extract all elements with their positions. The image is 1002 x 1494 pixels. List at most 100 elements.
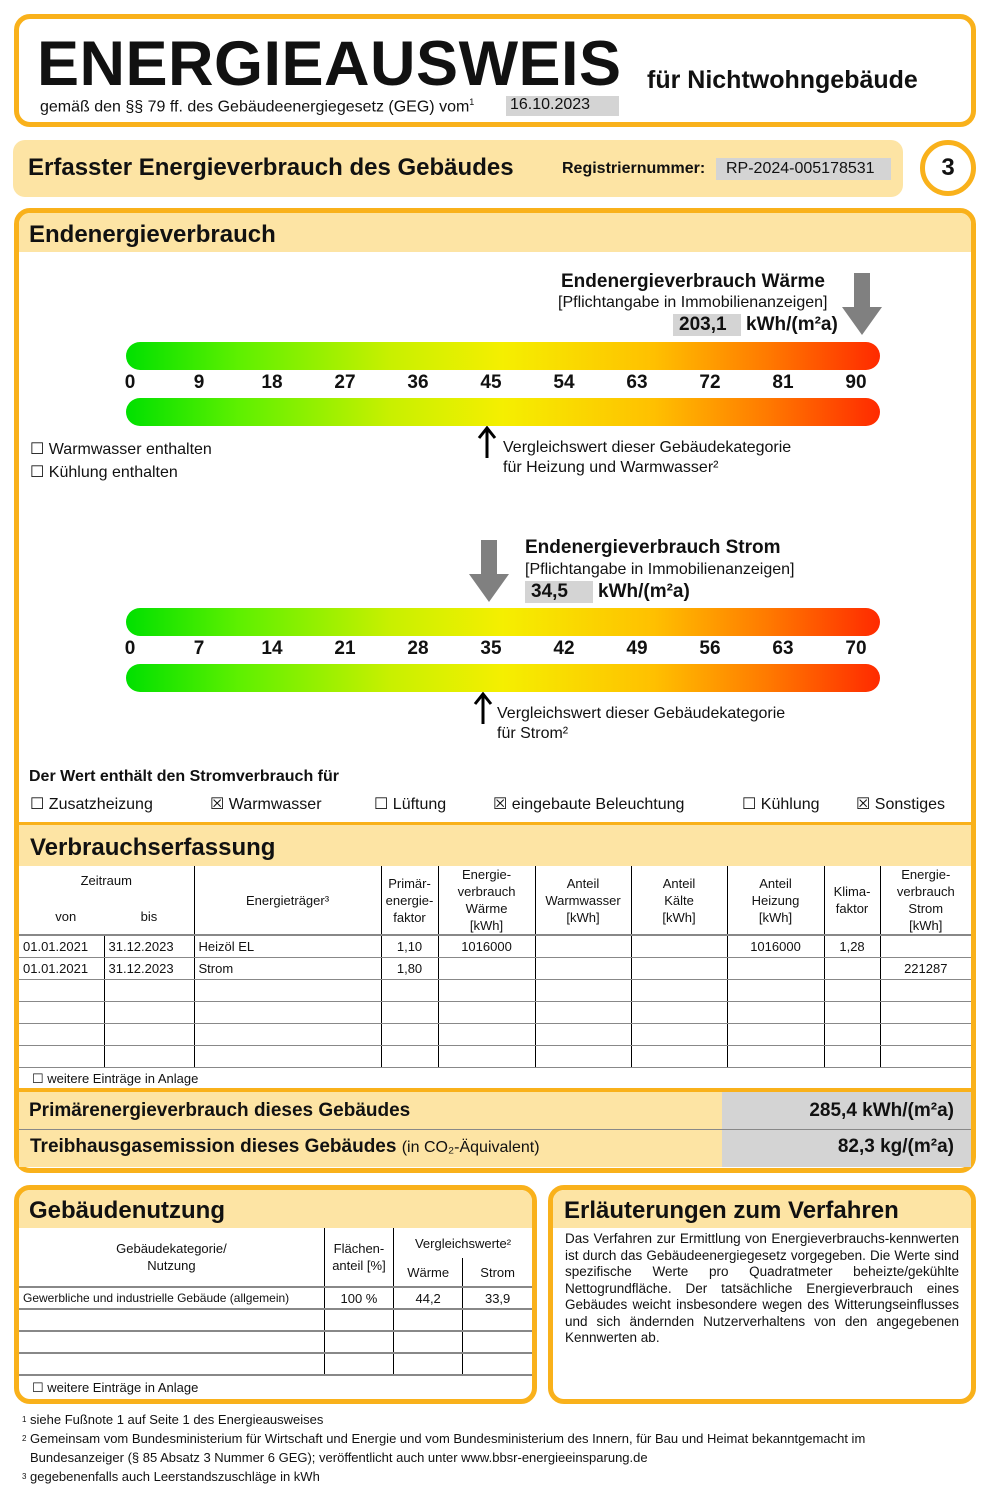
endenergie-title: Endenergieverbrauch [29,221,276,248]
footnote-number: 3 [22,1472,27,1481]
table-cell: 100 % [324,1287,395,1310]
nutzung-more-checkbox[interactable]: ☐ weitere Einträge in Anlage [32,1380,199,1395]
footnote-2: Gemeinsam vom Bundesministerium für Wirt… [30,1431,866,1465]
table-cell [727,1045,825,1068]
verfahren-text: Das Verfahren zur Ermittlung von Energie… [565,1231,959,1345]
table-cell [19,1353,325,1376]
table-row [19,1331,532,1354]
col-ew: Energie- verbrauch Wärme [kWh] [438,866,536,936]
col-strom: Strom [462,1258,532,1288]
table-cell [324,1331,395,1354]
col-flaeche: Flächen- anteil [%] [324,1228,395,1288]
table-cell [194,1001,382,1024]
table-row: 01.01.2021 31.12.2023 Heizöl EL 1,10 1016000… [19,935,972,958]
table-cell [324,1353,395,1376]
table-cell [535,1001,632,1024]
table-cell [535,935,632,958]
table-cell: 01.01.2021 [19,957,105,980]
scale-tick-label: 0 [124,372,136,393]
table-cell [824,1023,881,1046]
table-cell [727,1001,825,1024]
table-cell [19,1023,105,1046]
col-es: Energie- verbrauch Strom [kWh] [880,866,972,936]
table-cell [535,1045,632,1068]
scale-tick-label: 45 [480,372,502,393]
warmwasser-checkbox[interactable]: ☐ Warmwasser enthalten [30,441,212,458]
table-cell: 31.12.2023 [104,935,195,958]
scale-tick-label: 9 [193,372,205,393]
waerme-compare-text1: Vergleichswert dieser Gebäudekategorie [503,439,792,456]
table-cell [535,1023,632,1046]
scale-tick-label: 7 [193,638,205,659]
nutzung-band [19,1190,532,1228]
table-cell [535,957,632,980]
kuehlung-strom-checkbox[interactable]: ☐ Kühlung [742,796,820,813]
scale-tick-label: 14 [261,638,283,659]
table-cell: 1016000 [727,935,825,958]
table-cell [727,979,825,1002]
table-row [19,1045,972,1068]
table-cell [631,1023,728,1046]
table-row [19,1023,972,1046]
col-zeitraum: Zeitraum von bis [19,866,195,936]
table-cell [462,1353,532,1376]
table-cell [381,1001,439,1024]
beleuchtung-checkbox[interactable]: ☒ eingebaute Beleuchtung [493,796,685,813]
table-cell [104,979,195,1002]
table-cell [462,1309,532,1332]
table-cell [880,1001,972,1024]
table-cell: 1,80 [381,957,439,980]
table-cell [19,1001,105,1024]
table-cell [462,1331,532,1354]
table-cell: Strom [194,957,382,980]
thg-value: 82,3 kg/(m²a) [837,1136,954,1157]
reg-value: RP-2024-005178531 [716,158,891,180]
table-cell: Gewerbliche und industrielle Gebäude (al… [19,1287,325,1310]
scale-tick-label: 63 [626,372,648,393]
sonstiges-checkbox[interactable]: ☒ Sonstiges [856,796,946,813]
divider [19,1129,971,1130]
table-cell [194,1045,382,1068]
table-cell [104,1045,195,1068]
table-cell: 31.12.2023 [104,957,195,980]
strom-unit: kWh/(m²a) [598,581,690,602]
lueftung-checkbox[interactable]: ☐ Lüftung [374,796,447,813]
table-cell [631,935,728,958]
col-kaelte: Anteil Kälte [kWh] [631,866,728,936]
thg-value-bg [722,1130,971,1167]
verbrauch-band [19,825,971,866]
zusatzheizung-checkbox[interactable]: ☐ Zusatzheizung [30,796,153,813]
col-heiz: Anteil Heizung [kWh] [727,866,825,936]
col-waerme: Wärme [393,1258,464,1288]
table-row [19,1309,532,1332]
primaer-value: 285,4 kWh/(m²a) [809,1100,954,1121]
thg-label: Treibhausgasemission dieses Gebäudes [30,1136,397,1157]
table-cell [381,979,439,1002]
verbrauch-more-checkbox[interactable]: ☐ weitere Einträge in Anlage [32,1071,199,1086]
strom-compare-text1: Vergleichswert dieser Gebäudekategorie [497,705,786,722]
strom-value: 34,5 [525,581,593,603]
thg-band [19,1130,722,1167]
scale-tick-label: 81 [772,372,794,393]
footnotes: 1 siehe Fußnote 1 auf Seite 1 des Energie… [22,1410,962,1486]
strom-value-arrow-icon [469,540,509,602]
warmwasser-strom-checkbox[interactable]: ☒ Warmwasser [210,796,322,813]
issue-date: 16.10.2023 [506,96,619,116]
legal-sup: 1 [469,97,475,107]
scale-tick-label: 72 [699,372,721,393]
table-cell [727,957,825,980]
table-cell: 1,10 [381,935,439,958]
divider [19,1088,971,1092]
col-pef: Primär- energie- faktor [381,866,439,936]
header-box [14,14,976,127]
scale-tick-label: 35 [480,638,502,659]
table-cell [393,1309,464,1332]
table-cell [19,1331,325,1354]
kuehlung-checkbox[interactable]: ☐ Kühlung enthalten [30,464,178,481]
table-cell [438,979,536,1002]
scale-tick-label: 18 [261,372,283,393]
table-cell [194,979,382,1002]
table-cell: 1016000 [438,935,536,958]
table-cell [631,979,728,1002]
banner-title: Erfasster Energieverbrauch des Gebäudes [28,154,514,181]
